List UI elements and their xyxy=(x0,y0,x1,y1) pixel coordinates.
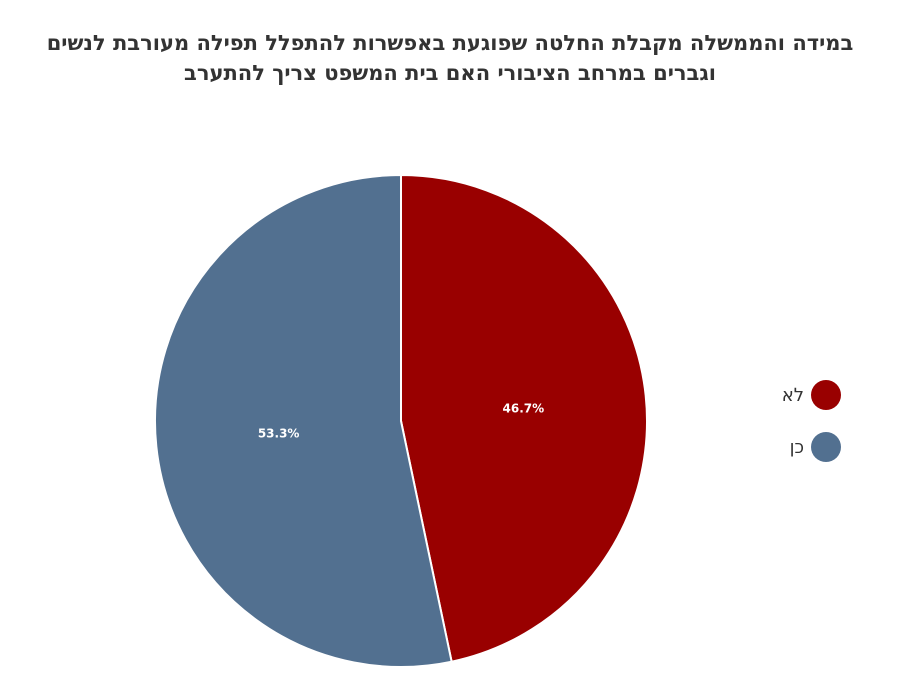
legend-marker-1 xyxy=(811,432,841,462)
legend: לא כן xyxy=(782,380,841,462)
pie-slice-labels: 46.7% 53.3% xyxy=(258,401,544,440)
pie-slice-label-1: 53.3% xyxy=(258,427,300,441)
legend-marker-0 xyxy=(811,380,841,410)
chart-title-line-2: וגברים במרחב הציבורי האם בית המשפט צריך … xyxy=(184,61,716,85)
chart-title: במידה והממשלה מקבלת החלטה שפוגעת באפשרות… xyxy=(20,28,880,88)
pie-slice-1[interactable] xyxy=(154,173,453,668)
pie-slice-label-0: 46.7% xyxy=(503,401,545,415)
legend-item-1[interactable]: כן xyxy=(790,432,841,462)
chart-title-line-1: במידה והממשלה מקבלת החלטה שפוגעת באפשרות… xyxy=(46,31,854,55)
legend-item-0[interactable]: לא xyxy=(782,380,841,410)
pie-slice-0[interactable] xyxy=(400,173,648,663)
pie-slices xyxy=(154,173,648,668)
legend-label-0: לא xyxy=(782,385,804,406)
legend-label-1: כן xyxy=(790,437,804,458)
